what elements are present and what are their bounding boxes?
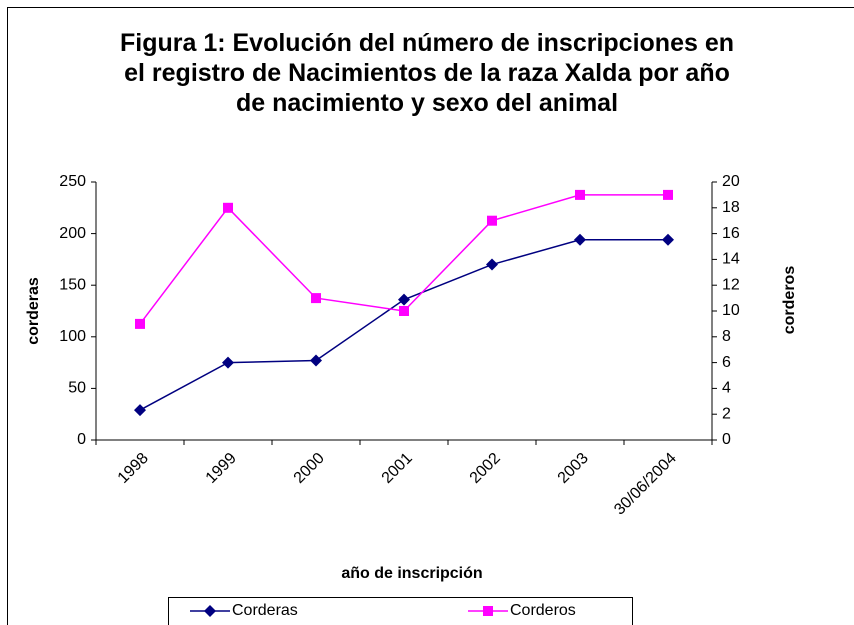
y2-tick-label: 14 bbox=[722, 251, 740, 268]
y2-tick-label: 16 bbox=[722, 225, 740, 242]
series-marker bbox=[574, 233, 586, 246]
series-line bbox=[139, 239, 668, 411]
y2-tick-label: 18 bbox=[722, 199, 740, 216]
series-marker bbox=[575, 189, 585, 200]
legend-label: Corderas bbox=[232, 602, 298, 619]
y2-tick-label: 4 bbox=[722, 380, 731, 397]
y-tick-label: 100 bbox=[59, 328, 86, 345]
x-tick-label: 30/06/2004 bbox=[611, 450, 680, 519]
series-marker bbox=[662, 233, 674, 246]
series-marker bbox=[398, 293, 410, 306]
series-marker bbox=[663, 189, 673, 200]
frame bbox=[7, 7, 854, 625]
series-marker bbox=[135, 318, 145, 329]
series-marker bbox=[310, 354, 322, 367]
y-tick-label: 150 bbox=[59, 276, 86, 293]
y2-axis-label: corderos bbox=[781, 266, 798, 335]
y-tick-label: 250 bbox=[59, 173, 86, 190]
series-marker bbox=[223, 202, 233, 213]
y2-tick-label: 12 bbox=[722, 276, 740, 293]
x-tick-label: 2000 bbox=[291, 450, 328, 487]
y-tick-label: 50 bbox=[68, 380, 86, 397]
series-marker bbox=[399, 306, 409, 316]
x-tick-label: 1999 bbox=[203, 450, 240, 487]
y2-tick-label: 2 bbox=[722, 405, 731, 422]
legend-label: Corderos bbox=[510, 602, 576, 619]
chart-title: Figura 1: Evolución del número de inscri… bbox=[119, 29, 734, 117]
y2-tick-label: 10 bbox=[722, 302, 740, 319]
x-axis-label: año de inscripción bbox=[341, 565, 482, 582]
series-marker bbox=[222, 356, 234, 369]
x-tick-label: 2002 bbox=[467, 450, 504, 487]
legend bbox=[168, 597, 633, 625]
y2-tick-label: 0 bbox=[722, 431, 731, 448]
series-marker bbox=[486, 258, 498, 271]
series-marker bbox=[311, 293, 321, 304]
y-axis-label: corderas bbox=[25, 277, 42, 345]
series-marker bbox=[487, 215, 497, 226]
x-tick-label: 2003 bbox=[555, 450, 592, 487]
legend-marker bbox=[483, 606, 493, 616]
y2-tick-label: 8 bbox=[722, 328, 731, 345]
legend-marker bbox=[204, 605, 216, 617]
y2-tick-label: 20 bbox=[722, 173, 740, 190]
x-tick-label: 2001 bbox=[379, 450, 416, 487]
series-marker bbox=[134, 404, 146, 417]
y-tick-label: 200 bbox=[59, 225, 86, 242]
y-tick-label: 0 bbox=[77, 431, 86, 448]
x-tick-label: 1998 bbox=[115, 450, 152, 487]
y2-tick-label: 6 bbox=[722, 354, 731, 371]
